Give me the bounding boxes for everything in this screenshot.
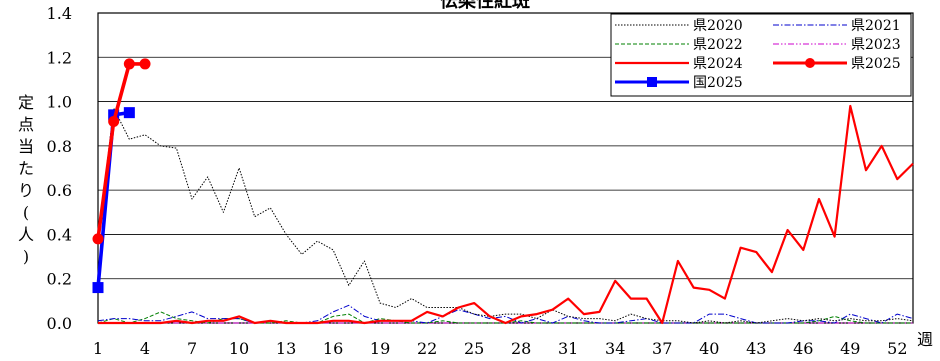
x-tick-label: 7 xyxy=(187,339,197,358)
x-tick-label: 28 xyxy=(511,339,531,358)
x-tick-label: 19 xyxy=(370,339,390,358)
legend-marker xyxy=(647,77,657,87)
y-label-char: 点 xyxy=(18,115,34,134)
x-axis-label: 週 xyxy=(917,330,933,349)
data-point xyxy=(108,116,120,127)
data-point xyxy=(92,233,104,245)
y-tick-label: 1.0 xyxy=(47,93,72,112)
data-point xyxy=(123,107,135,119)
series-line-4 xyxy=(98,104,914,325)
legend-label-2: 県2022 xyxy=(693,37,743,53)
x-tick-label: 37 xyxy=(652,339,672,358)
series-line-0 xyxy=(97,107,914,324)
x-tick-label: 49 xyxy=(840,339,860,358)
legend-marker xyxy=(805,58,815,68)
y-tick-label: 0.8 xyxy=(47,137,72,156)
y-label-char: 定 xyxy=(18,93,34,112)
x-tick-label: 40 xyxy=(699,339,719,358)
y-label-char: ) xyxy=(23,247,29,266)
y-tick-label: 0.4 xyxy=(47,225,72,244)
x-tick-label: 34 xyxy=(605,339,625,358)
data-point xyxy=(123,58,135,70)
legend-label-5: 県2025 xyxy=(851,56,901,72)
x-tick-label: 1 xyxy=(93,339,103,358)
x-tick-label: 52 xyxy=(887,339,907,358)
y-axis-ticks: 0.0 0.2 0.4 0.6 0.8 1.0 1.2 1.4 xyxy=(47,4,72,333)
y-label-char: 人 xyxy=(18,225,34,244)
y-tick-label: 1.4 xyxy=(47,4,72,23)
y-tick-label: 0.2 xyxy=(47,270,72,289)
chart-title: 伝染性紅斑 xyxy=(440,0,530,12)
y-label-char: た xyxy=(18,159,34,178)
x-tick-label: 25 xyxy=(464,339,484,358)
x-tick-label: 31 xyxy=(558,339,578,358)
x-tick-label: 10 xyxy=(229,339,249,358)
y-label-char: 当 xyxy=(18,137,34,156)
y-tick-label: 1.2 xyxy=(47,48,72,67)
legend-label-1: 県2021 xyxy=(851,18,901,34)
x-tick-label: 22 xyxy=(417,339,437,358)
y-label-char: ( xyxy=(23,203,29,222)
series-line-5 xyxy=(96,62,145,240)
x-tick-label: 43 xyxy=(746,339,766,358)
x-tick-label: 4 xyxy=(140,339,150,358)
data-point xyxy=(92,282,104,294)
x-tick-label: 46 xyxy=(793,339,813,358)
y-tick-label: 0.0 xyxy=(47,314,72,333)
data-point xyxy=(139,58,151,70)
legend-label-3: 県2023 xyxy=(851,37,901,53)
legend: 県2020 県2021 県2022 県2023 県2024 県2025 国2025 xyxy=(610,13,912,97)
legend-label-4: 県2024 xyxy=(693,56,743,72)
series-layer xyxy=(92,58,914,325)
x-axis-ticks: 1 4 7 10 13 16 19 22 25 28 31 34 37 40 43 46 49 52 xyxy=(93,339,908,358)
legend-label-6: 国2025 xyxy=(693,75,743,91)
legend-label-0: 県2020 xyxy=(693,18,743,34)
x-tick-label: 13 xyxy=(276,339,296,358)
y-label-char: り xyxy=(18,181,34,200)
y-tick-label: 0.6 xyxy=(47,181,72,200)
x-tick-label: 16 xyxy=(323,339,343,358)
